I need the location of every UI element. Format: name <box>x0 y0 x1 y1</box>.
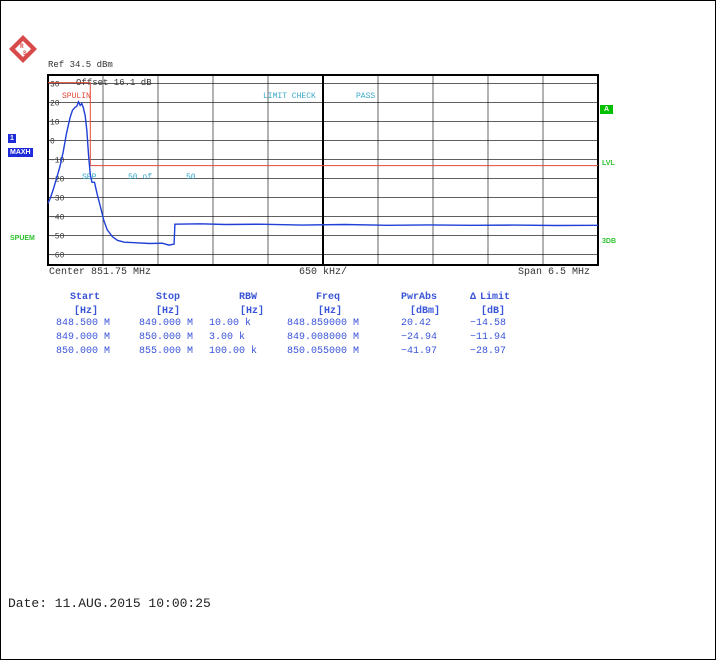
col-header-pwrabs: PwrAbs <box>401 292 438 303</box>
cell-limit: −14.58 <box>470 318 507 329</box>
col-header-rbw: RBW <box>239 292 258 303</box>
sep-value-2: 50 <box>186 173 196 182</box>
y-tick-label: 0 <box>50 138 55 147</box>
cell-rbw: 10.00 k <box>209 318 252 329</box>
y-tick-label: 10 <box>50 119 60 128</box>
y-tick-label: −50 <box>50 233 65 242</box>
cell-pwrabs: −41.97 <box>401 346 438 357</box>
unit-start: [Hz] <box>74 306 99 317</box>
date-label: Date: 11.AUG.2015 10:00:25 <box>8 596 211 611</box>
cell-pwrabs: −24.94 <box>401 332 438 343</box>
unit-pwrabs: [dBm] <box>410 306 441 317</box>
3db-label: 3DB <box>602 238 617 245</box>
y-tick-label: 30 <box>50 81 60 90</box>
division-label: 650 kHz/ <box>299 267 348 278</box>
cell-start: 849.000 M <box>56 332 111 343</box>
cell-rbw: 100.00 k <box>209 346 258 357</box>
delta-symbol: Δ <box>470 292 477 303</box>
y-tick-label: −10 <box>50 157 65 166</box>
y-ticks: 30 20 10 0 −10 −20 −30 −40 −50 −60 <box>50 81 65 261</box>
cell-limit: −11.94 <box>470 332 507 343</box>
y-tick-label: −40 <box>50 214 65 223</box>
cell-freq: 848.859000 M <box>287 318 360 329</box>
trace-line <box>47 100 599 246</box>
center-frequency-label: Center 851.75 MHz <box>49 267 152 278</box>
unit-stop: [Hz] <box>156 306 181 317</box>
cell-stop: 849.000 M <box>139 318 194 329</box>
col-header-start: Start <box>70 292 101 303</box>
trace-number-badge: 1 <box>8 134 16 143</box>
cell-start: 848.500 M <box>56 318 111 329</box>
col-header-freq: Freq <box>316 292 341 303</box>
cell-start: 850.000 M <box>56 346 111 357</box>
cell-rbw: 3.00 k <box>209 332 246 343</box>
col-header-limit: Limit <box>480 292 511 303</box>
cell-stop: 855.000 M <box>139 346 194 357</box>
limit-a-badge: A <box>600 105 614 114</box>
spulin-label: SPULIN <box>62 92 91 101</box>
cell-freq: 849.008000 M <box>287 332 360 343</box>
limit-line <box>48 82 598 167</box>
rs-logo: R S <box>9 35 37 63</box>
spuem-label: SPUEM <box>10 235 35 242</box>
svg-text:R: R <box>20 43 24 50</box>
col-header-stop: Stop <box>156 292 181 303</box>
span-label: Span 6.5 MHz <box>518 267 591 278</box>
lvl-label: LVL <box>602 160 615 167</box>
cell-stop: 850.000 M <box>139 332 194 343</box>
svg-text:S: S <box>23 50 27 57</box>
grid <box>48 75 598 265</box>
y-tick-label: −30 <box>50 195 65 204</box>
y-tick-label: −60 <box>50 252 65 261</box>
ref-level-label: Ref 34.5 dBm <box>48 60 113 70</box>
sep-label: SEP <box>82 173 97 182</box>
cell-freq: 850.055000 M <box>287 346 360 357</box>
unit-rbw: [Hz] <box>240 306 265 317</box>
unit-limit: [dB] <box>481 306 506 317</box>
cell-limit: −28.97 <box>470 346 507 357</box>
limit-check-label: LIMIT CHECK <box>263 92 316 101</box>
unit-freq: [Hz] <box>318 306 343 317</box>
sep-value-1: 50 of <box>128 173 152 182</box>
y-tick-label: −20 <box>50 176 65 185</box>
maxh-badge: MAXH <box>8 148 33 157</box>
limit-check-status: PASS <box>356 92 375 101</box>
offset-label: Offset 16.1 dB <box>76 78 152 88</box>
y-tick-label: 20 <box>50 100 60 109</box>
cell-pwrabs: 20.42 <box>401 318 432 329</box>
spectrum-chart: 30 20 10 0 −10 −20 −30 −40 −50 −60 Offset 16.1 dB… <box>47 74 599 266</box>
